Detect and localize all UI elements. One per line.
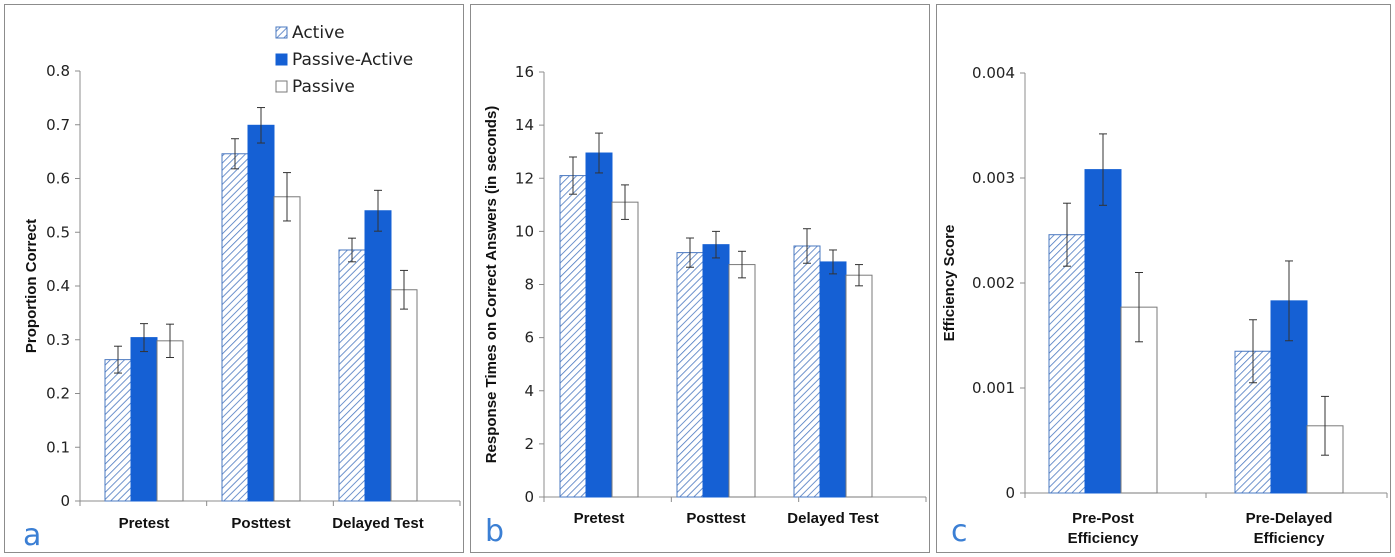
y-axis-label: Response Times on Correct Answers (in se… (483, 106, 500, 464)
y-tick-label: 0.7 (46, 116, 70, 134)
bar-passive-active-0 (130, 337, 158, 502)
y-tick-label: 0.2 (46, 385, 70, 403)
y-tick-label: 8 (524, 276, 534, 294)
y-tick-label: 0.002 (972, 274, 1015, 292)
bar-active-0 (1048, 234, 1086, 494)
bar-passive-active-1 (702, 244, 730, 498)
bar-passive-active-0 (1084, 169, 1122, 494)
y-tick-label: 0.5 (46, 223, 70, 241)
y-tick-label: 4 (524, 382, 534, 400)
bar-passive-active-0 (585, 152, 613, 498)
y-tick-label: 0 (60, 492, 70, 510)
bar-active-0 (559, 175, 587, 498)
y-tick-label: 0.004 (972, 64, 1015, 82)
bar-passive-0 (611, 201, 639, 498)
y-tick-label: 0.6 (46, 170, 70, 188)
y-tick-label: 16 (515, 63, 534, 81)
category-label: Pre-Delayed (1246, 510, 1333, 527)
category-label: Posttest (231, 515, 290, 532)
category-label: Pre-Post (1072, 510, 1134, 527)
y-tick-label: 0.3 (46, 331, 70, 349)
bar-passive-2 (845, 274, 873, 498)
legend-swatch-passive-active (275, 53, 288, 66)
bar-active-2 (338, 249, 366, 502)
chart-panel-a: 0 0.1 0.2 0.3 0.4 0.5 0.6 0.7 0.8 Proportion Corr… (4, 4, 464, 553)
y-tick-label: 10 (515, 222, 534, 240)
y-tick-label: 12 (515, 169, 534, 187)
bar-active-0 (104, 359, 132, 502)
bar-passive-active-1 (247, 124, 275, 502)
y-axis-label: Efficiency Score (941, 225, 958, 342)
bar-active-1 (676, 252, 704, 498)
bar-passive-active-2 (819, 261, 847, 498)
bar-passive-2 (390, 289, 418, 502)
bar-passive-0 (156, 340, 184, 502)
panel-letter: c (951, 514, 968, 549)
panel-letter: a (23, 518, 41, 552)
y-tick-label: 0.001 (972, 379, 1015, 397)
category-label: Efficiency (1068, 530, 1140, 547)
category-label: Delayed Test (787, 510, 878, 527)
bar-passive-active-2 (364, 210, 392, 502)
bar-passive-1 (728, 264, 756, 498)
legend-swatch-passive (275, 80, 288, 93)
chart-b-svg: 0 2 4 6 8 10 12 14 16 Response Times on Correct A… (483, 63, 927, 549)
chart-a-svg: 0 0.1 0.2 0.3 0.4 0.5 0.6 0.7 0.8 Proportion Corr… (23, 23, 461, 552)
chart-panel-b: 0 2 4 6 8 10 12 14 16 Response Times on Correct A… (470, 4, 930, 553)
bar-active-1 (221, 153, 249, 502)
y-tick-label: 2 (524, 435, 534, 453)
bar-passive-1 (273, 196, 301, 502)
category-label: Pretest (119, 515, 170, 532)
y-tick-label: 0.1 (46, 438, 70, 456)
category-label: Delayed Test (332, 515, 423, 532)
legend-label-passive: Passive (292, 77, 355, 97)
y-axis-label: Proportion Correct (23, 219, 40, 353)
y-tick-label: 0.003 (972, 169, 1015, 187)
y-tick-label: 0.8 (46, 62, 70, 80)
category-label: Pretest (574, 510, 625, 527)
category-label: Efficiency (1254, 530, 1326, 547)
y-tick-label: 0.4 (46, 277, 70, 295)
legend-label-passive-active: Passive-Active (292, 50, 413, 70)
bar-active-2 (793, 245, 821, 498)
legend-label-active: Active (292, 23, 345, 43)
y-tick-label: 0 (524, 488, 534, 506)
category-label: Posttest (686, 510, 745, 527)
y-tick-label: 0 (1005, 484, 1015, 502)
chart-c-svg: 0 0.001 0.002 0.003 0.004 Efficiency Score Pre… (941, 64, 1388, 549)
chart-panel-c: 0 0.001 0.002 0.003 0.004 Efficiency Score Pre… (936, 4, 1391, 553)
panel-letter: b (485, 514, 504, 549)
legend-swatch-active (275, 26, 288, 39)
y-tick-label: 6 (524, 329, 534, 347)
y-tick-label: 14 (515, 116, 534, 134)
